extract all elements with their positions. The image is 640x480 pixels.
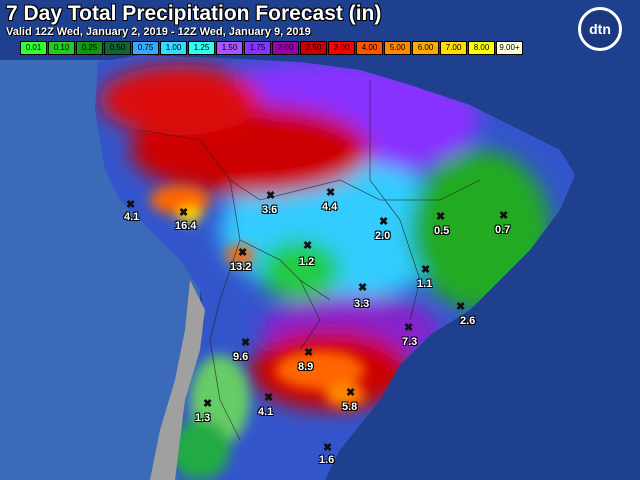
orange-cone-zone [325,383,365,407]
precip-value: 7.3 [402,336,418,348]
city-marker-icon: ✖ [456,301,466,313]
legend-swatch-4: 0.75 [132,41,159,55]
city-marker-icon: ✖ [379,216,389,228]
city-marker-icon: ✖ [126,199,136,211]
precip-value: 5.8 [342,401,358,413]
legend-swatch-13: 5.00 [384,41,411,55]
city-marker-icon: ✖ [358,282,368,294]
city-marker-icon: ✖ [346,387,356,399]
precip-value: 1.1 [417,278,433,290]
precip-value: 13.2 [230,261,252,273]
legend-swatch-8: 1.75 [244,41,271,55]
city-marker-icon: ✖ [436,211,446,223]
legend-swatch-3: 0.50 [104,41,131,55]
precip-value: 1.6 [319,454,335,466]
precip-value: 2.6 [460,315,476,327]
andes-dry-zone [150,280,205,480]
city-marker-icon: ✖ [421,264,431,276]
green-central-zone [260,240,340,300]
legend-swatch-14: 6.00 [412,41,439,55]
legend-swatch-2: 0.25 [76,41,103,55]
precip-value: 2.0 [375,230,391,242]
legend-swatch-6: 1.25 [188,41,215,55]
city-marker-icon: ✖ [238,247,248,259]
city-marker-icon: ✖ [326,187,336,199]
city-marker-icon: ✖ [499,210,509,222]
precip-value: 1.2 [299,256,315,268]
city-marker-icon: ✖ [323,442,333,454]
city-marker-icon: ✖ [266,190,276,202]
precip-value: 16.4 [175,220,197,232]
legend-swatch-17: 9.00+ [496,41,523,55]
precip-value: 4.1 [258,406,274,418]
header: 7 Day Total Precipitation Forecast (in) … [0,0,640,58]
city-marker-icon: ✖ [241,337,251,349]
legend-swatch-5: 1.00 [160,41,187,55]
precip-value: 1.3 [195,412,211,424]
legend-swatch-10: 2.50 [300,41,327,55]
city-marker-icon: ✖ [303,240,313,252]
valid-period: Valid 12Z Wed, January 2, 2019 - 12Z Wed… [6,26,311,38]
legend-swatch-12: 4.00 [356,41,383,55]
precip-value: 4.1 [124,211,140,223]
precip-value: 0.7 [495,224,511,236]
yellow-andes-zone [178,207,202,223]
precip-value: 8.9 [298,361,314,373]
legend-swatch-9: 2.00 [272,41,299,55]
orange-south-zone [275,350,365,390]
legend-swatch-16: 8.00 [468,41,495,55]
city-marker-icon: ✖ [203,398,213,410]
legend-swatch-1: 0.10 [48,41,75,55]
legend-swatch-7: 1.50 [216,41,243,55]
precip-value: 3.6 [262,204,278,216]
legend-swatch-15: 7.00 [440,41,467,55]
orange-andes-zone [150,185,210,215]
country-borders [139,80,481,441]
city-marker-icon: ✖ [264,392,274,404]
map-title: 7 Day Total Precipitation Forecast (in) [6,2,382,25]
precip-value: 4.4 [322,201,338,213]
dtn-logo: dtn [578,7,622,51]
precip-value: 0.5 [434,225,450,237]
red-north-zone [100,65,260,135]
legend-swatch-0: 0.01 [20,41,47,55]
precip-value: 9.6 [233,351,249,363]
city-marker-icon: ✖ [304,347,314,359]
city-marker-icon: ✖ [179,207,189,219]
green-southwest-zone [170,420,230,480]
precip-value: 3.3 [354,298,370,310]
city-marker-icon: ✖ [404,322,414,334]
legend: 0.01 0.10 0.25 0.50 0.75 1.00 1.25 1.50 1.75 2.00… [20,41,524,55]
legend-swatch-11: 3.00 [328,41,355,55]
